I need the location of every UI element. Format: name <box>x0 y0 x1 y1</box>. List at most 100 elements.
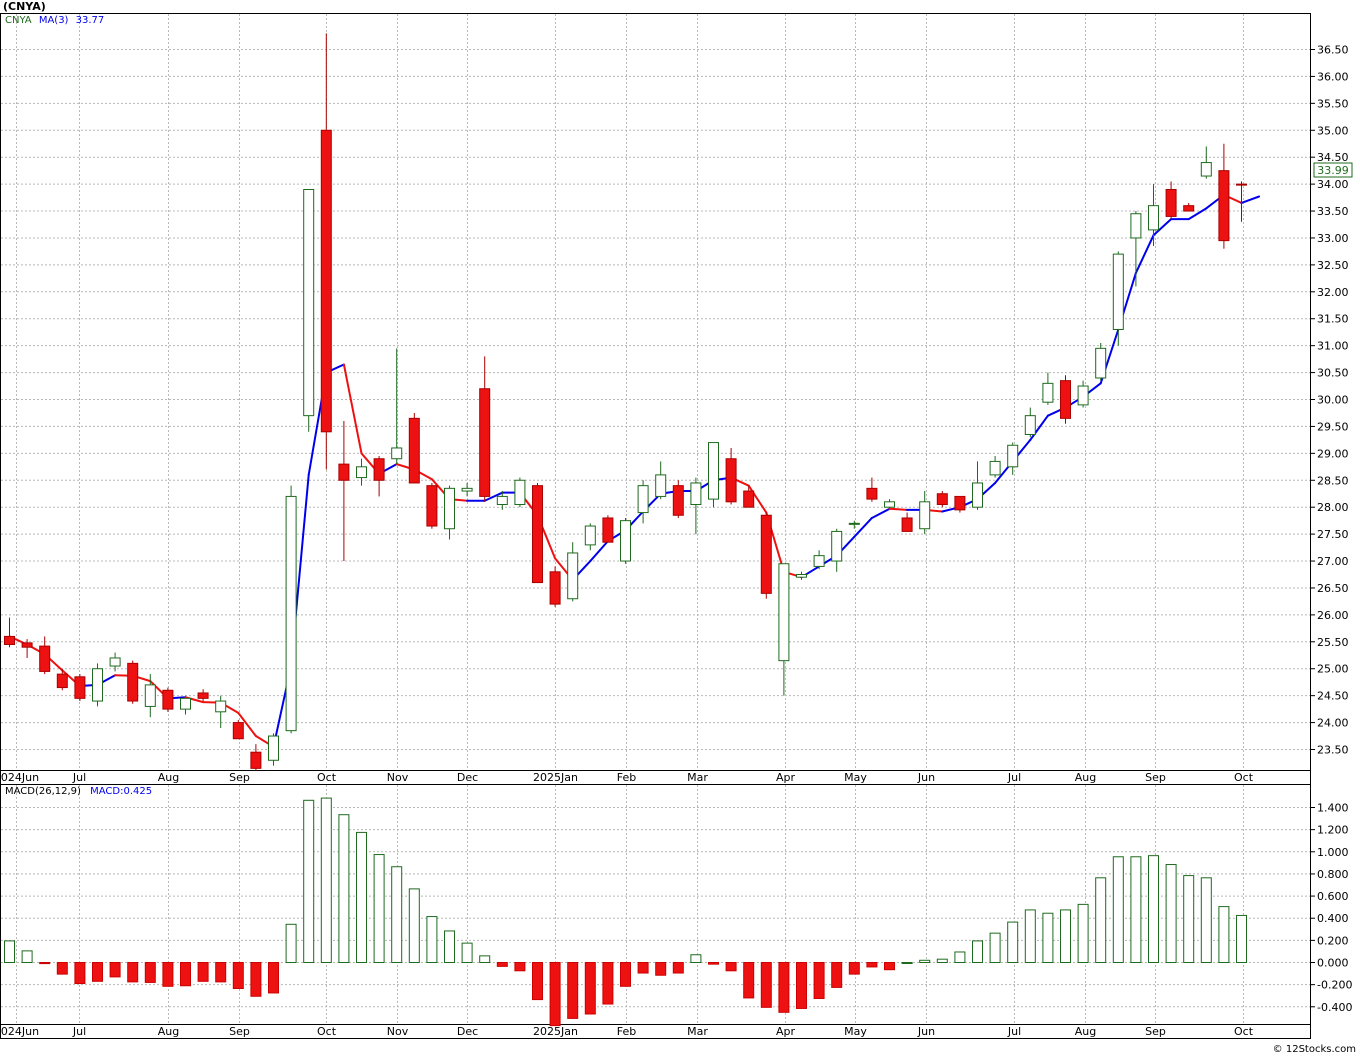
candle <box>1218 143 1230 249</box>
price-y-tick-label: 24.00 <box>1317 717 1349 730</box>
price-x-tick-label: Dec <box>457 771 478 784</box>
candle-body <box>602 517 614 543</box>
macd-bar <box>92 962 103 982</box>
candle <box>92 663 103 707</box>
candle <box>109 652 121 672</box>
macd-y-tick-label: 0.000 <box>1317 957 1349 970</box>
candle <box>848 520 860 529</box>
price-y-tick-label: 26.50 <box>1317 582 1349 595</box>
candle-body <box>532 485 543 584</box>
macd-x-tick-label: Sep <box>229 1025 250 1038</box>
macd-bar <box>1148 855 1159 963</box>
candle <box>338 421 350 562</box>
macd-bar <box>1007 921 1019 964</box>
candle-body <box>21 642 33 648</box>
macd-y-tick-label: 0.600 <box>1317 890 1349 903</box>
price-x-tick-label: Jul <box>72 771 86 784</box>
price-y-tick-label: 24.50 <box>1317 690 1349 703</box>
candle-body <box>760 514 772 594</box>
last-price-marker: 33.99 <box>1313 162 1353 178</box>
price-y-tick-label: 32.00 <box>1317 286 1349 299</box>
macd-y-tick-label: 1.400 <box>1317 802 1349 815</box>
candle <box>4 617 15 648</box>
candle <box>268 733 279 766</box>
candle-body <box>743 490 755 508</box>
ma3-segment <box>870 507 891 519</box>
legend-ma-label: MA(3) <box>38 15 69 26</box>
price-y-tick-label: 28.50 <box>1317 474 1349 487</box>
candle <box>672 480 684 518</box>
candle <box>303 189 315 432</box>
candle <box>391 348 403 465</box>
macd-date-axis-strip <box>0 1024 1311 1039</box>
macd-bar <box>21 950 33 963</box>
price-y-tick-label: 25.50 <box>1317 636 1349 649</box>
macd-x-tick-label: Oct <box>317 1025 337 1038</box>
price-x-tick-label: Jul <box>1007 771 1021 784</box>
candle <box>1165 181 1177 220</box>
price-y-tick-label: 28.00 <box>1317 501 1349 514</box>
macd-bar <box>989 932 1001 963</box>
macd-bar <box>56 962 68 975</box>
ma3-segment <box>483 491 504 502</box>
price-x-tick-label: Feb <box>617 771 636 784</box>
candle <box>620 517 631 564</box>
candle-body <box>426 485 438 527</box>
candle-body <box>109 657 121 667</box>
macd-bar <box>268 962 279 994</box>
candle <box>1200 146 1212 179</box>
candle <box>655 461 667 500</box>
macd-legend: MACD(26,12,9) MACD:0.425 <box>5 786 152 797</box>
ma3-segment <box>853 516 873 538</box>
candle-body <box>1077 385 1089 406</box>
macd-bar <box>285 923 297 964</box>
candle <box>919 491 931 535</box>
candle <box>232 719 244 740</box>
candle <box>1183 202 1195 212</box>
macd-bar <box>831 962 843 988</box>
candle <box>285 485 297 734</box>
candle-body <box>1200 162 1212 177</box>
macd-bar <box>444 930 455 963</box>
price-y-tick-label: 33.00 <box>1317 232 1349 245</box>
candle-body <box>373 458 385 481</box>
macd-bar <box>708 962 719 965</box>
price-legend: CNYA MA(3) 33.77 <box>5 15 104 26</box>
price-x-tick-label: Aug <box>1075 771 1096 784</box>
macd-x-tick-label: Oct <box>1234 1025 1254 1038</box>
candle-body <box>1060 380 1071 419</box>
candle-body <box>690 482 702 506</box>
macd-y-tick-label: -0.200 <box>1317 979 1352 992</box>
macd-bar <box>144 962 156 983</box>
price-x-tick-label: Jun <box>917 771 935 784</box>
macd-x-tick-label: Jun <box>917 1025 935 1038</box>
ma3-segment <box>1029 414 1049 441</box>
price-panel-frame <box>0 13 1311 771</box>
macd-bar <box>884 962 895 971</box>
candle-body <box>127 662 139 702</box>
candle <box>796 571 807 580</box>
price-x-tick-label: Aug <box>158 771 179 784</box>
candle <box>74 674 86 702</box>
macd-bar <box>1236 914 1247 963</box>
candle-body <box>1165 189 1177 217</box>
legend-symbol: CNYA <box>5 15 32 26</box>
candle <box>936 491 948 508</box>
macd-bar <box>338 814 350 963</box>
ma3-segment <box>342 363 363 455</box>
candle-body <box>39 645 51 672</box>
price-y-tick-label: 29.50 <box>1317 420 1349 433</box>
candle <box>778 563 790 696</box>
price-y-tick-label: 26.00 <box>1317 609 1349 622</box>
candle-body <box>74 676 86 699</box>
candle <box>1112 251 1124 346</box>
candle <box>1060 375 1071 424</box>
macd-bar <box>4 940 15 963</box>
candle-body <box>813 555 825 567</box>
macd-bar <box>426 916 438 964</box>
macd-x-axis: 2024Jun Jul Aug Sep Oct Nov Dec 2025Jan Feb Mar Ap… <box>0 1025 1254 1038</box>
candle <box>127 660 139 704</box>
candle-body <box>338 463 350 481</box>
candle-body <box>848 522 860 525</box>
